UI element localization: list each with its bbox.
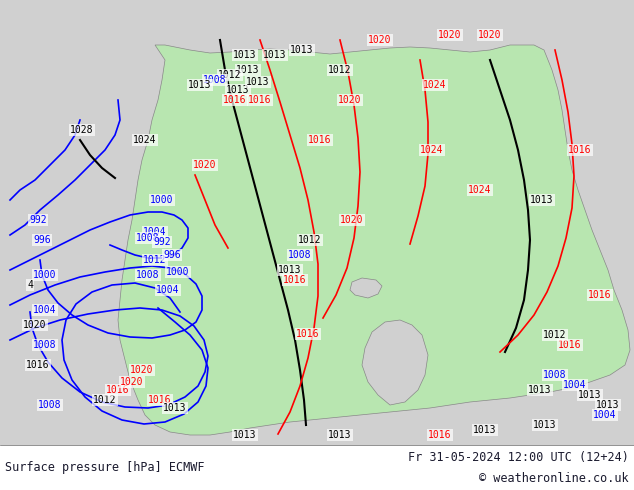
Text: 996: 996 <box>163 250 181 260</box>
Text: 992: 992 <box>29 215 47 225</box>
Text: 992: 992 <box>153 237 171 247</box>
Text: 1013: 1013 <box>328 430 352 440</box>
Text: 1016: 1016 <box>568 145 592 155</box>
Text: 1016: 1016 <box>223 95 247 105</box>
Text: 1013: 1013 <box>233 430 257 440</box>
Text: 4: 4 <box>27 280 33 290</box>
Text: 1012: 1012 <box>328 65 352 75</box>
Text: 1013: 1013 <box>278 265 302 275</box>
Text: 1024: 1024 <box>420 145 444 155</box>
Text: 1004: 1004 <box>33 305 57 315</box>
Text: 1013: 1013 <box>578 390 602 400</box>
Text: 1020: 1020 <box>339 95 362 105</box>
Text: 1016: 1016 <box>107 385 130 395</box>
Text: 1008: 1008 <box>204 75 227 85</box>
Text: 1020: 1020 <box>478 30 501 40</box>
Text: 1016: 1016 <box>148 395 172 405</box>
Text: 1004: 1004 <box>156 285 180 295</box>
Text: 1020: 1020 <box>438 30 462 40</box>
Text: 1024: 1024 <box>469 185 492 195</box>
Text: 1008: 1008 <box>543 370 567 380</box>
Text: 1000: 1000 <box>33 270 57 280</box>
Text: 1020: 1020 <box>193 160 217 170</box>
Text: 1012: 1012 <box>218 70 242 80</box>
Text: 1013: 1013 <box>246 77 269 87</box>
Text: 1013: 1013 <box>530 195 553 205</box>
Text: 1004: 1004 <box>563 380 586 390</box>
Text: 1000: 1000 <box>150 195 174 205</box>
Text: 1013: 1013 <box>188 80 212 90</box>
Text: 1013: 1013 <box>528 385 552 395</box>
Text: 1020: 1020 <box>120 377 144 387</box>
Polygon shape <box>362 320 428 405</box>
Text: 1013: 1013 <box>290 45 314 55</box>
Bar <box>0 45 634 445</box>
Text: 1020: 1020 <box>130 365 154 375</box>
Text: 1016: 1016 <box>559 340 582 350</box>
Text: 1013: 1013 <box>236 65 260 75</box>
Polygon shape <box>350 278 382 298</box>
Text: 1020: 1020 <box>23 320 47 330</box>
Text: 1013: 1013 <box>596 400 620 410</box>
Text: 1016: 1016 <box>308 135 332 145</box>
Text: 1016: 1016 <box>428 430 452 440</box>
Text: 1012: 1012 <box>143 255 167 265</box>
Text: 1020: 1020 <box>368 35 392 45</box>
Text: 1000: 1000 <box>166 267 190 277</box>
Text: © weatheronline.co.uk: © weatheronline.co.uk <box>479 471 629 485</box>
Text: 1012: 1012 <box>543 330 567 340</box>
Text: 1016: 1016 <box>588 290 612 300</box>
Text: 1013: 1013 <box>533 420 557 430</box>
Text: 1013: 1013 <box>226 85 250 95</box>
Text: 1013: 1013 <box>473 425 497 435</box>
Text: 1012: 1012 <box>298 235 321 245</box>
Text: 996: 996 <box>33 235 51 245</box>
Text: 1013: 1013 <box>263 50 287 60</box>
Text: 1024: 1024 <box>133 135 157 145</box>
Bar <box>0 445 634 490</box>
Text: 1012: 1012 <box>93 395 117 405</box>
Text: 1004: 1004 <box>593 410 617 420</box>
Text: 1008: 1008 <box>33 340 57 350</box>
Text: 1016: 1016 <box>249 95 272 105</box>
Text: 1013: 1013 <box>233 50 257 60</box>
Polygon shape <box>118 45 630 435</box>
Text: 1008: 1008 <box>288 250 312 260</box>
Text: Fr 31-05-2024 12:00 UTC (12+24): Fr 31-05-2024 12:00 UTC (12+24) <box>408 451 629 465</box>
Text: 1020: 1020 <box>340 215 364 225</box>
Text: 1008: 1008 <box>38 400 61 410</box>
Text: 1028: 1028 <box>70 125 94 135</box>
Text: 1004: 1004 <box>143 227 167 237</box>
Text: 1016: 1016 <box>283 275 307 285</box>
Text: 1016: 1016 <box>26 360 49 370</box>
Text: 1008: 1008 <box>136 233 160 243</box>
Text: 1016: 1016 <box>296 329 320 339</box>
Text: 1024: 1024 <box>424 80 447 90</box>
Text: 1008: 1008 <box>136 270 160 280</box>
Text: 1013: 1013 <box>163 403 187 413</box>
Text: Surface pressure [hPa] ECMWF: Surface pressure [hPa] ECMWF <box>5 462 205 474</box>
